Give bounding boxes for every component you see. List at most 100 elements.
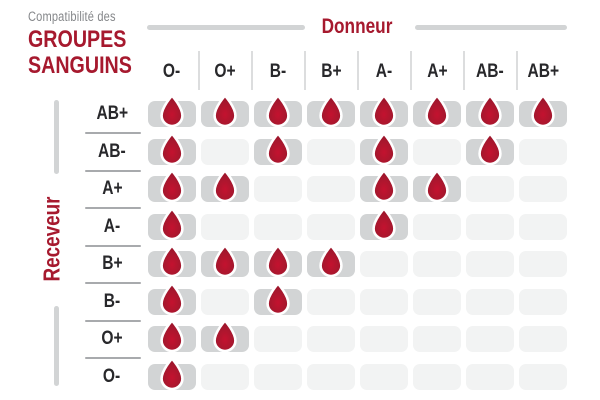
cell-O+-A--incompatible [360,326,408,352]
row-header-label: AB- [98,140,126,162]
cell-B+-A+-incompatible [413,251,461,277]
receiver-axis-line-top [54,100,59,174]
cell-A--AB--incompatible [466,213,514,240]
cell-B--AB--incompatible [466,288,514,315]
cell-O--AB+-incompatible [519,363,567,390]
receiver-axis-label: Receveur [38,196,65,282]
column-separator [303,51,306,90]
row-separator [85,169,141,172]
column-header-B+: B+ [307,57,355,87]
blood-drop-icon [266,244,290,278]
blood-drop-icon [160,169,184,203]
cell-A--B+-incompatible [307,213,355,240]
row-header-B-: B- [82,289,142,315]
blood-drop-icon [160,281,184,315]
blood-drop-icon [160,244,184,278]
blood-drop-icon [425,169,449,203]
column-header-label: AB- [476,61,504,82]
cell-A--O+-incompatible [201,213,249,240]
cell-B--B+-incompatible [307,288,355,315]
blood-drop-icon [266,281,290,315]
blood-drop-icon [425,94,449,128]
row-header-AB+: AB+ [82,101,142,127]
row-separator [85,244,141,247]
column-header-label: AB+ [527,61,559,82]
donor-axis-label: Donneur [321,15,393,38]
blood-drop-icon [160,131,184,165]
cell-AB--A+-incompatible [413,138,461,165]
row-header-O-: O- [82,364,142,390]
column-header-label: B- [269,61,287,82]
row-header-O+: O+ [82,326,142,352]
row-separator [85,207,141,209]
cell-A--AB+-incompatible [519,213,567,240]
cell-O--AB--incompatible [466,363,514,390]
cell-A+-B--incompatible [254,176,302,202]
cell-AB--O+-incompatible [201,138,249,165]
cell-O+-A+-incompatible [413,326,461,352]
blood-drop-icon [160,94,184,128]
cell-A+-B+-incompatible [307,176,355,202]
cell-A--A+-incompatible [413,213,461,240]
row-header-A+: A+ [82,176,142,202]
cell-B+-A--incompatible [360,251,408,277]
page-title-line1: GROUPES [28,25,127,53]
row-separator [85,319,141,322]
cell-O+-AB+-incompatible [519,326,567,352]
blood-drop-icon [372,206,396,240]
cell-O--O+-incompatible [201,363,249,390]
cell-A+-AB+-incompatible [519,176,567,202]
column-header-B-: B- [254,57,302,87]
blood-drop-icon [160,206,184,240]
row-header-label: O- [103,365,121,387]
row-header-label: AB+ [96,103,128,124]
row-header-label: B+ [101,253,123,274]
row-header-A-: A- [82,214,142,240]
blood-drop-icon [160,319,184,353]
column-header-label: O+ [214,61,236,82]
cell-O--B--incompatible [254,363,302,390]
blood-drop-icon [266,94,290,128]
column-separator [356,51,359,90]
blood-drop-icon [213,94,237,128]
column-separator [409,51,412,90]
donor-axis-line-left [147,25,305,30]
row-header-AB-: AB- [82,139,142,165]
blood-drop-icon [372,169,396,203]
row-separator [85,282,141,284]
blood-drop-icon [531,94,555,128]
receiver-axis-line-bottom [54,306,59,386]
column-separator [462,51,465,90]
title-block: Compatibilité des GROUPES SANGUINS [28,10,155,78]
blood-drop-icon [160,356,184,390]
cell-B--A+-incompatible [413,288,461,315]
row-header-B+: B+ [82,251,142,277]
cell-O+-B+-incompatible [307,326,355,352]
column-header-A+: A+ [413,57,461,87]
row-header-label: A+ [101,178,123,199]
column-header-A-: A- [360,57,408,87]
column-header-AB+: AB+ [519,57,567,87]
blood-drop-icon [319,244,343,278]
cell-A+-AB--incompatible [466,176,514,202]
cell-O--A+-incompatible [413,363,461,390]
row-header-label: O+ [101,328,123,349]
title-eyebrow: Compatibilité des [28,9,116,24]
row-header-label: B- [103,290,121,312]
cell-B--AB+-incompatible [519,288,567,315]
cell-O--A--incompatible [360,363,408,390]
blood-drop-icon [213,169,237,203]
column-header-AB-: AB- [466,57,514,87]
cell-B--A--incompatible [360,288,408,315]
blood-drop-icon [213,244,237,278]
blood-drop-icon [319,94,343,128]
blood-drop-icon [266,131,290,165]
cell-O+-B--incompatible [254,326,302,352]
blood-drop-icon [478,131,502,165]
donor-axis-line-right [415,25,567,30]
cell-B+-AB+-incompatible [519,251,567,277]
column-separator [515,51,518,90]
column-header-O-: O- [148,57,196,87]
blood-drop-icon [478,94,502,128]
